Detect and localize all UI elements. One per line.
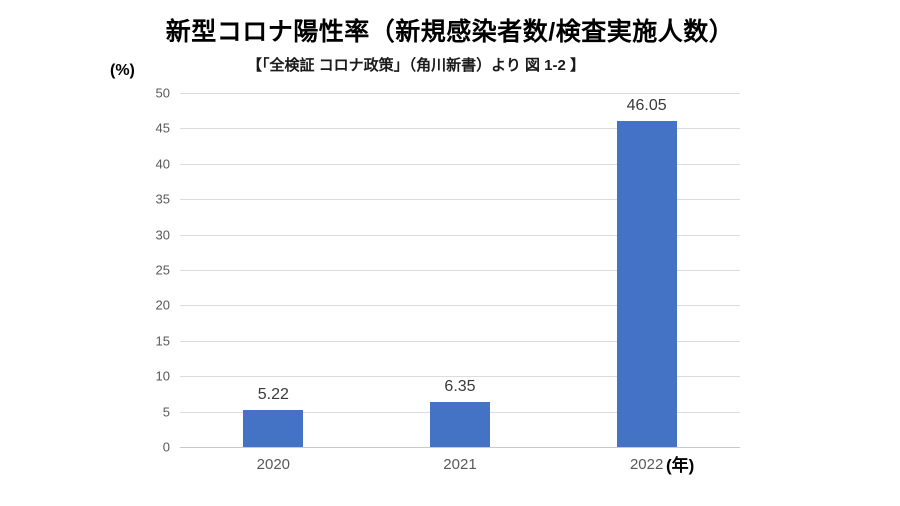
y-axis-tick-label: 5 <box>162 404 170 420</box>
x-axis-unit-label: (年) <box>666 456 695 475</box>
plot-area: 0 5 10 15 20 25 30 35 40 45 50 5.22 2020 6.35 2021 46.0… <box>156 86 740 473</box>
x-axis-tick-label: 2022 <box>629 456 664 473</box>
bar-value-label: 46.05 <box>626 96 667 114</box>
gridline <box>180 305 740 307</box>
y-axis-tick-label: 25 <box>155 262 170 278</box>
x-axis-tick-label: 2020 <box>256 456 291 473</box>
gridline <box>180 163 740 165</box>
y-axis-tick-label: 0 <box>162 439 170 455</box>
bar-value-label: 5.22 <box>257 386 289 404</box>
y-axis-unit-label: (%) <box>110 62 135 79</box>
bar <box>616 120 677 447</box>
y-axis-tick-label: 50 <box>155 85 170 101</box>
y-axis-tick-label: 30 <box>155 227 170 243</box>
y-axis-tick-label: 35 <box>155 191 170 207</box>
y-axis-tick-label: 40 <box>155 156 170 172</box>
bar <box>243 410 304 447</box>
chart-title: 新型コロナ陽性率（新規感染者数/検査実施人数） <box>165 18 735 46</box>
gridline <box>180 234 740 236</box>
gridline <box>180 376 740 378</box>
bar-slot: 46.05 2022 <box>553 93 740 473</box>
gridline <box>180 447 740 448</box>
chart-subtitle: 【「全検証 コロナ政策」（角川新書）より 図 1-2 】 <box>246 57 586 74</box>
gridline <box>180 128 740 130</box>
bar-slot: 6.35 2021 <box>367 93 554 473</box>
gridline <box>180 93 740 94</box>
bar-slot: 5.22 2020 <box>180 93 367 473</box>
y-axis-tick-label: 20 <box>155 297 170 313</box>
gridline <box>180 340 740 342</box>
y-axis-tick-label: 10 <box>155 368 170 384</box>
bar-value-label: 6.35 <box>444 378 476 396</box>
bar <box>429 402 490 447</box>
y-axis-tick-label: 45 <box>155 120 170 136</box>
y-axis-tick-label: 15 <box>155 333 170 349</box>
gridline <box>180 270 740 271</box>
x-axis-tick-label: 2021 <box>443 456 477 473</box>
gridline <box>180 199 740 201</box>
